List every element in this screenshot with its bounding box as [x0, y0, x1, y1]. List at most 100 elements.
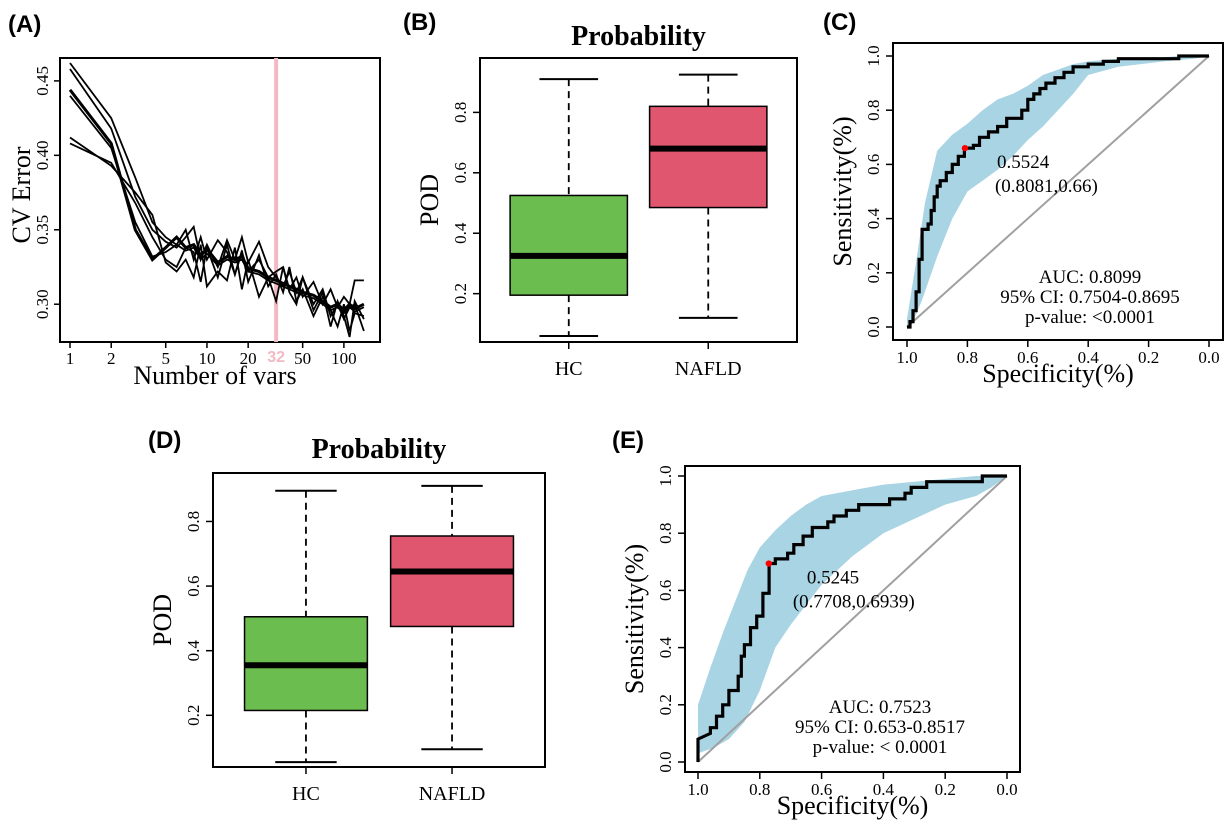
optimal-cutoff-point: [765, 560, 773, 567]
x-tick-label: 50: [294, 349, 311, 368]
cutoff-label: 32: [267, 349, 285, 366]
cv-series-line: [69, 136, 365, 338]
panel-label-c: (C): [823, 9, 856, 36]
y-tick-label: 0.35: [33, 215, 52, 245]
y-tick-label: 0.4: [656, 636, 675, 658]
panel-label-e: (E): [612, 427, 644, 454]
y-tick-label: 0.30: [33, 289, 52, 319]
chart-title: Probability: [312, 434, 447, 465]
optimal-cutoff-point: [961, 144, 969, 152]
panel-label-b: (B): [403, 9, 436, 36]
x-tick-label: 0.2: [1138, 348, 1159, 367]
cutoff-value-label: 0.5524: [997, 152, 1050, 173]
y-tick-label: 0.8: [656, 523, 675, 544]
y-tick-label: 0.8: [864, 100, 883, 121]
x-tick-label: 5: [161, 349, 170, 368]
x-tick-label: 0.8: [749, 780, 770, 799]
y-tick-label: 0.8: [184, 511, 203, 532]
p-value-text: p-value: < 0.0001: [813, 737, 948, 758]
x-tick-label: 100: [331, 349, 357, 368]
y-axis-title: CV Error: [7, 146, 36, 243]
y-tick-label: 0.45: [33, 66, 52, 96]
x-tick-label: 0.0: [996, 780, 1017, 799]
cutoff-value-label: 0.5245: [807, 568, 859, 589]
x-axis-title: Specificity(%): [982, 359, 1134, 388]
x-tick-label: NAFLD: [419, 783, 486, 805]
y-tick-label: 0.2: [656, 694, 675, 715]
x-tick-label: NAFLD: [675, 358, 742, 380]
plot-frame: [684, 465, 1021, 773]
box-hc: [509, 194, 629, 296]
ci-band: [907, 56, 1209, 327]
panel-d-boxplot: Probability HC NAFLD 0.2 0.4 0.6 0.8 POD: [148, 434, 546, 805]
y-tick-label: 0.6: [656, 580, 675, 601]
x-tick-label: 2: [107, 349, 116, 368]
roc-curve: [696, 474, 1007, 762]
y-axis-title: POD: [415, 174, 444, 226]
x-tick-label: 0.8: [957, 348, 978, 367]
plot-frame: [59, 57, 381, 343]
ci-band: [698, 476, 1007, 754]
cv-series-line: [69, 68, 365, 332]
y-tick-label: 0.0: [864, 316, 883, 337]
y-tick-label: 0.2: [451, 283, 470, 304]
auc-text: AUC: 0.7523: [829, 697, 931, 718]
cutoff-coords-label: (0.8081,0.66): [995, 176, 1098, 197]
panel-b-boxplot: Probability HC NAFLD 0.2 0.4 0.6 0.8 POD: [415, 21, 798, 380]
box-nafld: [648, 105, 768, 209]
reference-diagonal: [697, 475, 1008, 763]
y-axis-title: Sensitivity(%): [828, 116, 857, 266]
x-tick-label: 0.0: [1198, 348, 1219, 367]
ci-text: 95% CI: 0.7504-0.8695: [1000, 287, 1179, 308]
x-tick-label: 1.0: [687, 780, 708, 799]
x-tick-label: 0.6: [1017, 348, 1038, 367]
x-tick-label: 1: [66, 349, 75, 368]
cv-series-line: [69, 142, 365, 332]
y-tick-label: 0.2: [864, 262, 883, 283]
y-tick-label: 0.8: [451, 102, 470, 123]
cutoff-coords-label: (0.7708,0.6939): [793, 592, 915, 613]
x-axis-title: Number of vars: [133, 361, 296, 390]
auc-text: AUC: 0.8099: [1039, 267, 1141, 288]
x-tick-label: 20: [240, 349, 257, 368]
y-tick-label: 0.40: [33, 140, 52, 170]
x-tick-label: HC: [555, 358, 583, 380]
p-value-text: p-value: <0.0001: [1025, 307, 1155, 328]
y-tick-label: 0.0: [656, 751, 675, 772]
y-tick-label: 0.2: [184, 705, 203, 726]
y-tick-label: 0.6: [451, 162, 470, 183]
roc-curve: [907, 54, 1209, 329]
x-tick-label: 1.0: [896, 348, 917, 367]
x-tick-label: 0.4: [873, 780, 895, 799]
panel-a-cv-error-chart: 1 2 5 10 20 50 100 32 0.30 0.35 0.40 0.45 Number of …: [7, 57, 381, 390]
y-tick-label: 1.0: [656, 465, 675, 486]
y-tick-label: 0.4: [864, 207, 883, 229]
y-tick-label: 1.0: [864, 45, 883, 66]
y-tick-label: 0.4: [451, 222, 470, 244]
cv-series-line: [69, 62, 364, 310]
plot-frame: [212, 472, 546, 768]
panel-label-a: (A): [8, 11, 41, 38]
y-axis-title: Sensitivity(%): [620, 544, 649, 694]
chart-title: Probability: [571, 21, 706, 52]
x-tick-label: HC: [292, 783, 320, 805]
reference-diagonal: [906, 55, 1210, 328]
box-nafld: [389, 535, 515, 628]
x-tick-label: 0.6: [811, 780, 832, 799]
x-axis-title: Specificity(%): [777, 791, 929, 820]
x-tick-label: 0.2: [935, 780, 956, 799]
panel-label-d: (D): [148, 427, 181, 454]
cv-series-line: [69, 95, 365, 315]
y-tick-label: 0.6: [184, 575, 203, 596]
ci-text: 95% CI: 0.653-0.8517: [795, 717, 965, 738]
y-tick-label: 0.6: [864, 154, 883, 175]
x-tick-label: 10: [198, 349, 215, 368]
y-axis-title: POD: [148, 594, 177, 646]
y-tick-label: 0.4: [184, 640, 203, 662]
plot-frame: [892, 42, 1224, 341]
x-tick-label: 0.4: [1078, 348, 1100, 367]
plot-frame: [479, 57, 798, 343]
